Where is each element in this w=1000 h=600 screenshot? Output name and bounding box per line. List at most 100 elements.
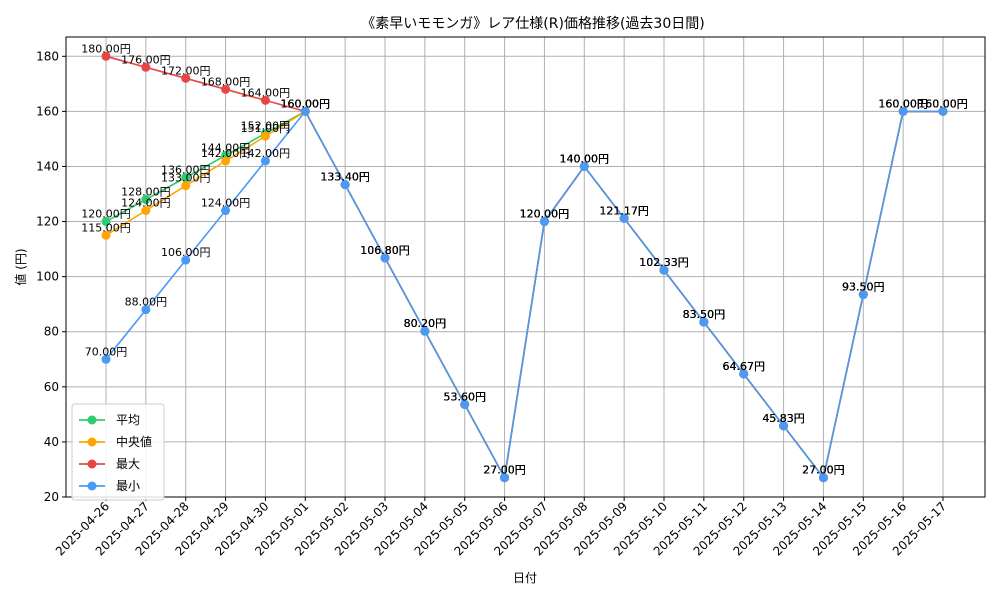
data-label: 151.00円 xyxy=(241,122,291,135)
series-marker xyxy=(260,156,270,166)
data-label: 133.40円 xyxy=(320,171,370,184)
data-label: 120.00円 xyxy=(520,208,570,221)
series-marker xyxy=(898,106,908,116)
data-label: 133.00円 xyxy=(161,172,211,185)
series-marker xyxy=(500,473,510,483)
data-label: 160.00円 xyxy=(878,97,928,110)
data-label: 64.67円 xyxy=(722,360,765,373)
series-marker xyxy=(938,106,948,116)
data-labels: 120.00円 128.00円 136.00円 144.00円 152.00円 160.0… xyxy=(81,42,968,476)
series-marker xyxy=(141,62,151,72)
data-label: 27.00円 xyxy=(802,464,845,477)
series-marker xyxy=(699,317,709,327)
data-label: 172.00円 xyxy=(161,64,211,77)
data-label: 115.00円 xyxy=(81,221,131,234)
data-label: 176.00円 xyxy=(121,53,171,66)
legend-label: 最大 xyxy=(116,457,140,471)
data-label: 160.00円 xyxy=(918,97,968,110)
data-label: 45.83円 xyxy=(762,412,805,425)
series-marker xyxy=(181,73,191,83)
data-label: 106.80円 xyxy=(360,244,410,257)
data-label: 160.00円 xyxy=(918,97,968,110)
data-label: 106.00円 xyxy=(161,246,211,259)
data-label: 152.00円 xyxy=(241,119,291,132)
series-marker xyxy=(858,290,868,300)
data-label: 160.00円 xyxy=(878,97,928,110)
data-label: 93.50円 xyxy=(842,281,885,294)
series-marker xyxy=(181,255,191,265)
series-marker xyxy=(181,172,191,182)
data-label: 88.00円 xyxy=(125,296,168,309)
data-label: 83.50円 xyxy=(683,308,726,321)
y-tick-label: 180 xyxy=(36,49,59,63)
y-tick-label: 140 xyxy=(36,159,59,173)
data-label: 53.60円 xyxy=(443,390,486,403)
data-label: 80.20円 xyxy=(404,317,447,330)
series-marker xyxy=(420,326,430,336)
series-marker xyxy=(260,95,270,105)
series-marker xyxy=(260,131,270,141)
data-label: 140.00円 xyxy=(560,152,610,165)
series-marker xyxy=(221,206,231,216)
data-label: 121.17円 xyxy=(599,204,649,217)
data-label: 133.40円 xyxy=(320,171,370,184)
series-marker xyxy=(101,230,111,240)
data-label: 144.00円 xyxy=(201,141,251,154)
series-marker xyxy=(779,421,789,431)
data-label: 124.00円 xyxy=(121,197,171,210)
data-label: 45.83円 xyxy=(762,412,805,425)
data-label: 120.00円 xyxy=(520,208,570,221)
data-label: 160.00円 xyxy=(281,97,331,110)
data-label: 120.00円 xyxy=(81,208,131,221)
data-label: 120.00円 xyxy=(520,208,570,221)
series-marker xyxy=(300,106,310,116)
data-label: 121.17円 xyxy=(599,204,649,217)
data-label: 140.00円 xyxy=(560,152,610,165)
y-tick-label: 160 xyxy=(36,104,59,118)
plot-frame xyxy=(65,36,986,498)
y-tick-label: 100 xyxy=(36,270,59,284)
legend-swatch-marker xyxy=(87,481,97,491)
data-label: 168.00円 xyxy=(201,75,251,88)
data-label: 64.67円 xyxy=(722,360,765,373)
data-label: 27.00円 xyxy=(802,464,845,477)
series-marker xyxy=(579,161,589,171)
data-label: 27.00円 xyxy=(483,464,526,477)
data-label: 70.00円 xyxy=(85,345,128,358)
data-label: 160.00円 xyxy=(878,97,928,110)
data-label: 27.00円 xyxy=(483,464,526,477)
y-tick-label: 120 xyxy=(36,215,59,229)
data-label: 83.50円 xyxy=(683,308,726,321)
data-label: 27.00円 xyxy=(483,464,526,477)
series-marker xyxy=(340,180,350,190)
data-label: 124.00円 xyxy=(201,197,251,210)
data-label: 102.33円 xyxy=(639,256,689,269)
data-label: 80.20円 xyxy=(404,317,447,330)
data-label: 106.80円 xyxy=(360,244,410,257)
legend-label: 最小 xyxy=(116,479,140,493)
data-label: 106.80円 xyxy=(360,244,410,257)
data-label: 160.00円 xyxy=(918,97,968,110)
data-label: 133.40円 xyxy=(320,171,370,184)
data-label: 142.00円 xyxy=(201,147,251,160)
series-line xyxy=(105,55,943,481)
data-label: 140.00円 xyxy=(560,152,610,165)
series-marker xyxy=(380,253,390,263)
data-label: 27.00円 xyxy=(483,464,526,477)
data-label: 80.20円 xyxy=(404,317,447,330)
data-label: 64.67円 xyxy=(722,360,765,373)
legend-swatch-marker xyxy=(87,459,97,469)
x-axis-title: 日付 xyxy=(513,571,537,585)
series-marker xyxy=(141,195,151,205)
series-marker xyxy=(619,213,629,223)
data-label: 64.67円 xyxy=(722,360,765,373)
y-tick-label: 60 xyxy=(44,380,59,394)
data-label: 160.00円 xyxy=(878,97,928,110)
series-marker xyxy=(101,51,111,61)
series-marker xyxy=(141,305,151,315)
series-marker xyxy=(181,181,191,191)
data-label: 45.83円 xyxy=(762,412,805,425)
data-label: 53.60円 xyxy=(443,390,486,403)
data-label: 53.60円 xyxy=(443,390,486,403)
